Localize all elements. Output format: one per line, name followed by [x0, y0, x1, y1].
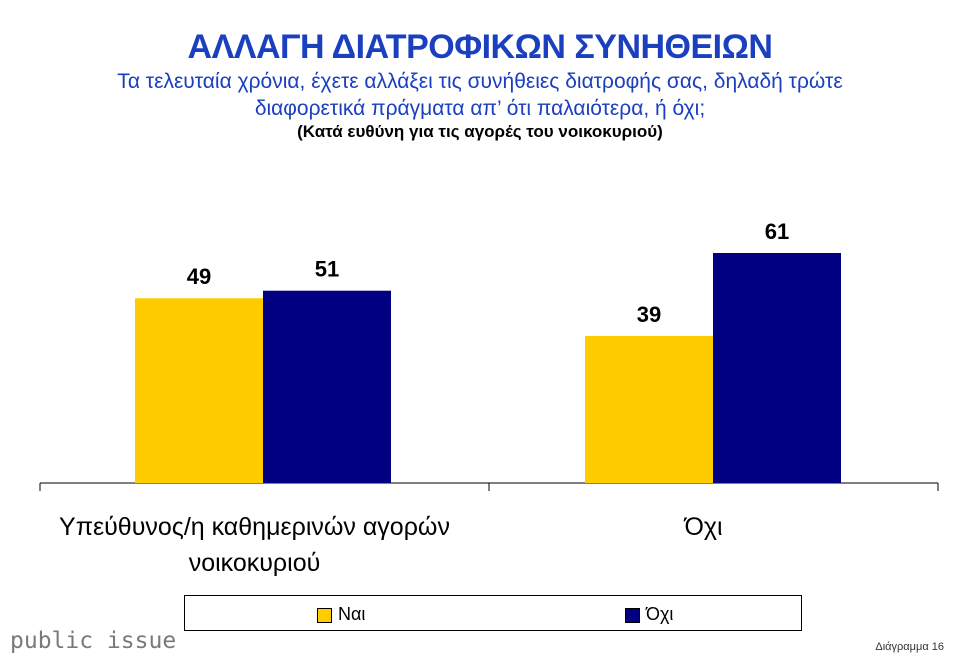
category-label: Όχι: [683, 513, 722, 541]
data-label: 51: [315, 257, 339, 282]
data-label: 49: [187, 264, 211, 289]
question-line-1: Τα τελευταία χρόνια, έχετε αλλάξει τις σ…: [117, 70, 843, 93]
bar-oxi-0: [263, 290, 391, 483]
page-title: ΑΛΛΑΓΗ ΔΙΑΤΡΟΦΙΚΩΝ ΣΥΝΗΘΕΙΩΝ: [187, 28, 773, 66]
legend-label-nai: Ναι: [338, 604, 366, 624]
chart-legend: Ναι Όχι: [184, 595, 802, 631]
survey-question: Τα τελευταία χρόνια, έχετε αλλάξει τις σ…: [40, 68, 920, 122]
bar-oxi-1: [713, 253, 841, 483]
page-label: Διάγραμμα 16: [875, 641, 944, 653]
data-label: 39: [637, 302, 661, 327]
bar-chart: 49 51 Υπεύθυνος/η καθημερινών αγορών νοικοκ…: [39, 219, 939, 577]
brand-logo: public issue: [10, 628, 177, 654]
legend-swatch-oxi: [625, 607, 640, 623]
legend-item-oxi: Όχι: [625, 604, 673, 625]
category-label: Υπεύθυνος/η καθημερινών αγορών: [59, 513, 450, 541]
bar-nai-1: [585, 335, 713, 483]
legend-label-oxi: Όχι: [646, 604, 674, 624]
category-label: νοικοκυριού: [189, 549, 321, 577]
legend-swatch-nai: [317, 607, 332, 623]
chart-subtitle: (Κατά ευθύνη για τις αγορές του νοικοκυρ…: [297, 122, 663, 141]
bar-nai-0: [135, 298, 263, 483]
question-line-2: διαφορετικά πράγματα απ’ ότι παλαιότερα,…: [254, 97, 706, 120]
legend-item-nai: Ναι: [317, 604, 365, 625]
data-label: 61: [765, 219, 789, 244]
